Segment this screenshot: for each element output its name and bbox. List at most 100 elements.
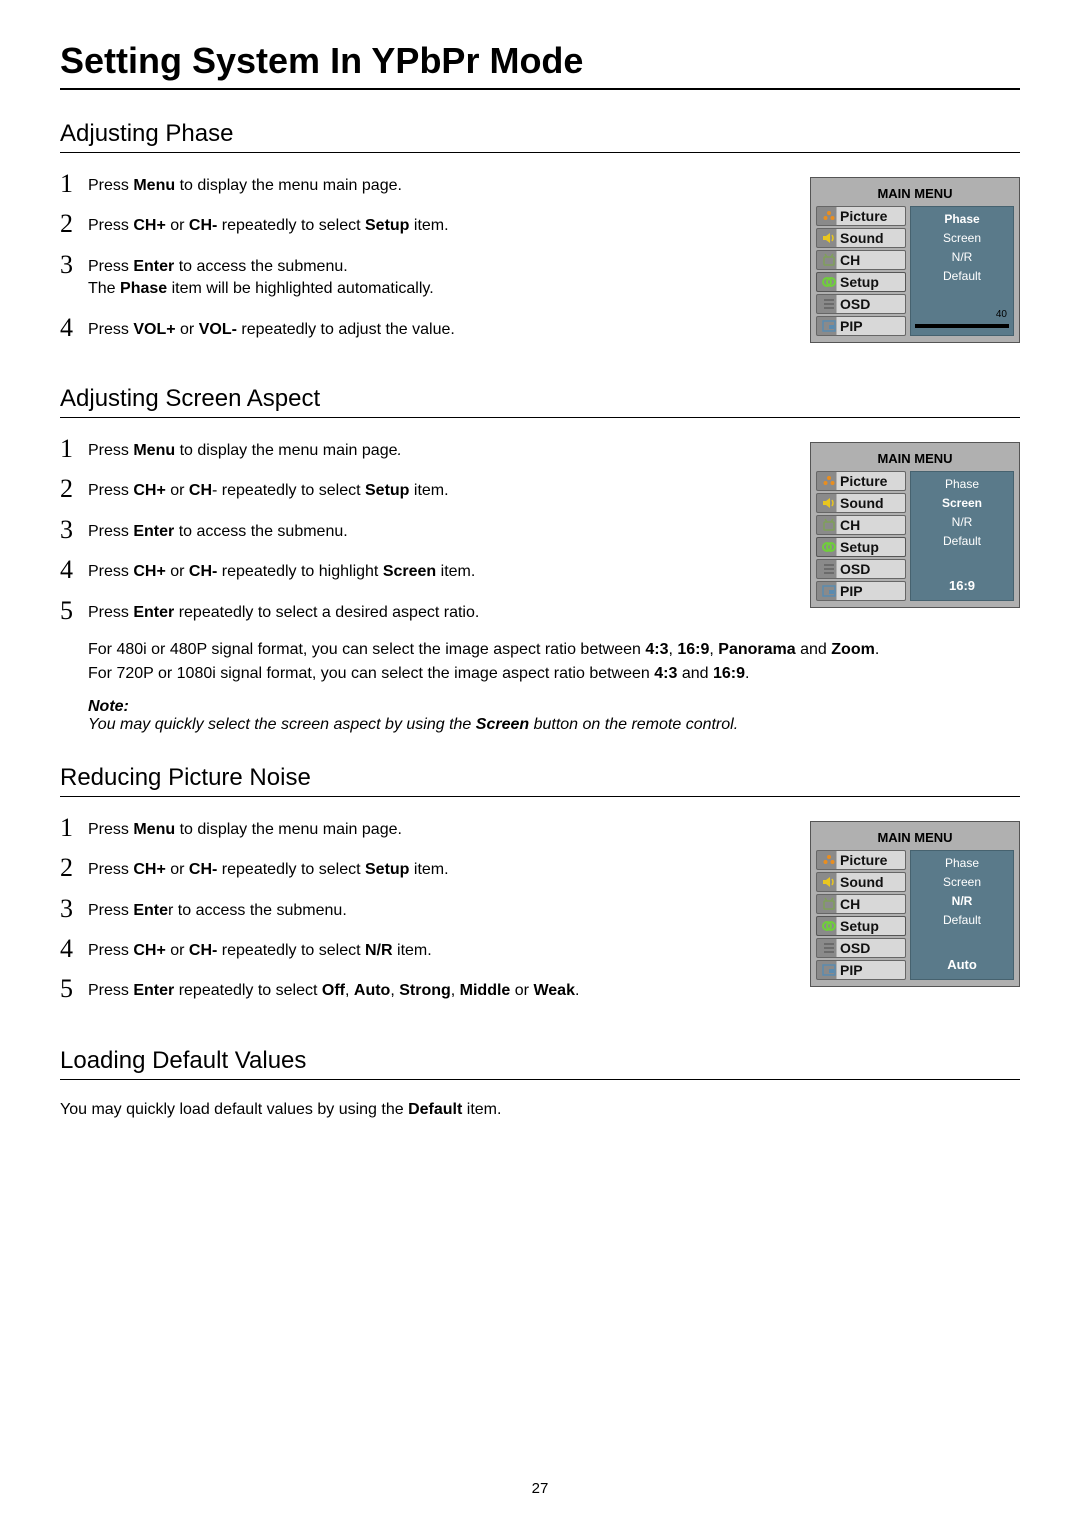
step: 2Press CH+ or CH- repeatedly to select S…	[60, 855, 790, 881]
osd-right-item: Phase	[915, 855, 1009, 871]
osd-item-pip: PIP	[816, 960, 906, 980]
osd-title: MAIN MENU	[816, 449, 1014, 471]
step: 3Press Enter to access the submenu.The P…	[60, 252, 790, 301]
section-title-aspect: Adjusting Screen Aspect	[60, 385, 1020, 418]
pip-icon	[821, 583, 837, 599]
pip-icon	[821, 962, 837, 978]
step-number: 5	[60, 976, 88, 1002]
osd-item-label: CH	[840, 252, 901, 268]
steps-phase: 1Press Menu to display the menu main pag…	[60, 171, 790, 341]
step-text: Press Enter to access the submenu.	[88, 896, 347, 922]
step-number: 1	[60, 815, 88, 841]
step-text: Press Menu to display the menu main page…	[88, 171, 402, 197]
sound-icon	[821, 495, 837, 511]
osd-right-item: Default	[915, 268, 1009, 284]
step-text: Press Enter to access the submenu.The Ph…	[88, 252, 434, 301]
step: 2Press CH+ or CH- repeatedly to select S…	[60, 211, 790, 237]
osd-value: Auto	[915, 954, 1009, 975]
step-text: Press VOL+ or VOL- repeatedly to adjust …	[88, 315, 455, 341]
osd-item-label: CH	[840, 517, 901, 533]
osd-right-item: Screen	[915, 495, 1009, 511]
osd-right-item: N/R	[915, 249, 1009, 265]
osd-item-label: Picture	[840, 473, 901, 489]
step-number: 2	[60, 476, 88, 502]
section-title-noise: Reducing Picture Noise	[60, 764, 1020, 797]
step-text: Press Menu to display the menu main page…	[88, 815, 402, 841]
step-number: 4	[60, 557, 88, 583]
osd-item-pip: PIP	[816, 581, 906, 601]
step: 5Press Enter repeatedly to select Off, A…	[60, 976, 790, 1002]
step-text: Press CH+ or CH- repeatedly to highlight…	[88, 557, 475, 583]
osd-item-label: Sound	[840, 874, 901, 890]
step-number: 3	[60, 896, 88, 922]
step-text: Press CH+ or CH- repeatedly to select Se…	[88, 476, 449, 502]
step: 4Press CH+ or CH- repeatedly to select N…	[60, 936, 790, 962]
osd-item-picture: Picture	[816, 850, 906, 870]
osd-icon	[821, 296, 837, 312]
note-body: You may quickly select the screen aspect…	[88, 716, 1020, 734]
ch-icon	[821, 517, 837, 533]
ch-icon	[821, 252, 837, 268]
ch-icon	[821, 896, 837, 912]
step-number: 4	[60, 315, 88, 341]
setup-icon	[821, 539, 837, 555]
step: 1Press Menu to display the menu main pag…	[60, 815, 790, 841]
osd-item-label: Setup	[840, 274, 901, 290]
osd-item-setup: Setup	[816, 916, 906, 936]
step-text: Press CH+ or CH- repeatedly to select Se…	[88, 855, 449, 881]
osd-item-label: Sound	[840, 230, 901, 246]
osd-menu-noise: MAIN MENU PictureSoundCHSetupOSDPIP Phas…	[810, 821, 1020, 987]
osd-item-label: OSD	[840, 561, 901, 577]
setup-icon	[821, 274, 837, 290]
osd-item-setup: Setup	[816, 537, 906, 557]
osd-item-osd: OSD	[816, 294, 906, 314]
steps-aspect: 1Press Menu to display the menu main pag…	[60, 436, 790, 624]
section-title-default: Loading Default Values	[60, 1047, 1020, 1080]
sound-icon	[821, 230, 837, 246]
step: 3Press Enter to access the submenu.	[60, 517, 790, 543]
step-text: Press Menu to display the menu main page…	[88, 436, 402, 462]
osd-item-label: OSD	[840, 940, 901, 956]
osd-item-label: PIP	[840, 962, 901, 978]
osd-item-label: Sound	[840, 495, 901, 511]
step-text: Press Enter to access the submenu.	[88, 517, 348, 543]
step-number: 3	[60, 252, 88, 278]
osd-item-ch: CH	[816, 894, 906, 914]
step-number: 2	[60, 211, 88, 237]
osd-value: 16:9	[915, 575, 1009, 596]
step: 1Press Menu to display the menu main pag…	[60, 436, 790, 462]
step-number: 1	[60, 171, 88, 197]
osd-right-item: N/R	[915, 514, 1009, 530]
osd-item-sound: Sound	[816, 228, 906, 248]
osd-title: MAIN MENU	[816, 184, 1014, 206]
step: 3Press Enter to access the submenu.	[60, 896, 790, 922]
step: 4Press VOL+ or VOL- repeatedly to adjust…	[60, 315, 790, 341]
step-number: 1	[60, 436, 88, 462]
step-text: Press Enter repeatedly to select a desir…	[88, 598, 479, 624]
step-number: 2	[60, 855, 88, 881]
osd-menu-phase: MAIN MENU PictureSoundCHSetupOSDPIP Phas…	[810, 177, 1020, 343]
osd-item-label: PIP	[840, 318, 901, 334]
step-text: Press Enter repeatedly to select Off, Au…	[88, 976, 579, 1002]
step: 4Press CH+ or CH- repeatedly to highligh…	[60, 557, 790, 583]
osd-slider: 40	[915, 321, 1009, 331]
sound-icon	[821, 874, 837, 890]
step: 1Press Menu to display the menu main pag…	[60, 171, 790, 197]
step-number: 4	[60, 936, 88, 962]
osd-right-item: Default	[915, 912, 1009, 928]
osd-right-item: Screen	[915, 230, 1009, 246]
osd-item-pip: PIP	[816, 316, 906, 336]
osd-item-label: Setup	[840, 918, 901, 934]
steps-noise: 1Press Menu to display the menu main pag…	[60, 815, 790, 1003]
osd-item-ch: CH	[816, 515, 906, 535]
pip-icon	[821, 318, 837, 334]
step-number: 5	[60, 598, 88, 624]
setup-icon	[821, 918, 837, 934]
osd-item-sound: Sound	[816, 872, 906, 892]
picture-icon	[821, 473, 837, 489]
osd-item-label: CH	[840, 896, 901, 912]
osd-item-label: OSD	[840, 296, 901, 312]
osd-item-ch: CH	[816, 250, 906, 270]
osd-item-picture: Picture	[816, 206, 906, 226]
picture-icon	[821, 852, 837, 868]
